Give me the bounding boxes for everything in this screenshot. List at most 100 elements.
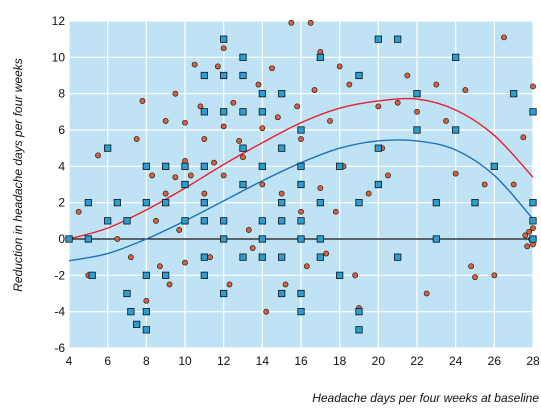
square-point bbox=[297, 235, 305, 243]
square-point bbox=[432, 199, 440, 207]
y-tick-label: 10 bbox=[52, 50, 66, 64]
square-point bbox=[355, 326, 363, 334]
square-point bbox=[181, 217, 189, 225]
circle-point bbox=[278, 190, 285, 197]
square-point bbox=[104, 217, 112, 225]
x-tick-label: 28 bbox=[526, 354, 540, 368]
x-tick-label: 8 bbox=[143, 354, 150, 368]
square-point bbox=[278, 144, 286, 152]
x-tick-label: 20 bbox=[372, 354, 386, 368]
circle-point bbox=[133, 136, 140, 142]
circle-point bbox=[423, 290, 430, 297]
circle-point bbox=[230, 99, 237, 106]
circle-point bbox=[269, 65, 275, 72]
circle-point bbox=[127, 254, 134, 261]
square-point bbox=[278, 217, 286, 225]
circle-point bbox=[220, 172, 227, 179]
circle-point bbox=[323, 250, 330, 257]
circle-point bbox=[162, 190, 169, 197]
square-point bbox=[220, 35, 228, 43]
circle-point bbox=[530, 241, 536, 248]
circle-point bbox=[375, 103, 382, 110]
square-point bbox=[113, 199, 121, 207]
circle-point bbox=[530, 225, 536, 231]
square-point bbox=[490, 162, 498, 170]
circle-point bbox=[211, 159, 217, 166]
circle-point bbox=[153, 217, 159, 224]
x-axis-title: Headache days per four weeks at baseline bbox=[312, 391, 539, 405]
circle-point bbox=[197, 103, 204, 110]
x-tick-label: 6 bbox=[104, 354, 111, 368]
red-fit-curve bbox=[68, 97, 534, 240]
circle-point bbox=[311, 87, 318, 93]
circle-point bbox=[95, 152, 101, 159]
square-point bbox=[355, 71, 363, 80]
circle-point bbox=[191, 61, 198, 68]
square-point bbox=[181, 180, 189, 189]
square-point bbox=[239, 144, 247, 152]
square-point bbox=[220, 71, 228, 80]
square-point bbox=[162, 271, 170, 279]
circle-point bbox=[282, 281, 289, 288]
square-point bbox=[413, 90, 421, 98]
circle-point bbox=[481, 181, 488, 188]
square-point bbox=[452, 126, 460, 134]
square-point bbox=[374, 35, 382, 43]
circle-point bbox=[317, 48, 324, 55]
circle-point bbox=[346, 81, 353, 88]
x-tick-label: 12 bbox=[217, 354, 231, 368]
square-point bbox=[316, 53, 324, 61]
square-point bbox=[142, 199, 150, 207]
square-point bbox=[316, 253, 324, 261]
circle-point bbox=[162, 118, 169, 124]
x-tick-label: 26 bbox=[488, 354, 502, 368]
y-tick-label: 8 bbox=[58, 87, 65, 101]
y-tick-label: -6 bbox=[54, 341, 65, 355]
square-point bbox=[162, 162, 170, 170]
circle-point bbox=[149, 172, 156, 179]
square-point bbox=[181, 162, 189, 170]
square-point bbox=[529, 217, 537, 225]
x-tick-label: 4 bbox=[66, 354, 73, 368]
circle-point bbox=[317, 185, 324, 192]
circle-point bbox=[468, 263, 475, 270]
square-point bbox=[220, 289, 228, 298]
circle-point bbox=[143, 297, 150, 304]
circle-point bbox=[207, 254, 214, 261]
circle-point bbox=[443, 118, 449, 124]
circle-point bbox=[303, 263, 310, 270]
circle-point bbox=[182, 157, 188, 164]
circle-point bbox=[462, 87, 469, 93]
circle-point bbox=[201, 136, 208, 142]
square-point bbox=[133, 320, 141, 328]
y-tick-label: 6 bbox=[58, 123, 65, 137]
fitted-curves bbox=[68, 97, 534, 262]
square-point bbox=[297, 180, 305, 189]
y-tick-label: -2 bbox=[54, 268, 65, 282]
square-point bbox=[297, 217, 305, 225]
circle-point bbox=[259, 125, 266, 132]
square-point bbox=[355, 308, 363, 316]
circle-point bbox=[288, 19, 295, 26]
y-tick-label: 2 bbox=[58, 196, 65, 210]
x-tick-label: 14 bbox=[256, 354, 270, 368]
square-point bbox=[239, 108, 247, 116]
circle-point bbox=[201, 190, 208, 197]
circle-point bbox=[245, 227, 252, 233]
circle-point bbox=[156, 263, 163, 270]
circle-point bbox=[491, 272, 498, 279]
circle-point bbox=[332, 208, 339, 215]
square-point bbox=[452, 53, 460, 61]
circle-point bbox=[236, 137, 243, 144]
square-point bbox=[200, 253, 208, 261]
circle-point bbox=[220, 45, 227, 52]
circle-point bbox=[433, 81, 440, 88]
square-point bbox=[84, 235, 92, 243]
circle-point bbox=[176, 227, 183, 233]
square-point bbox=[84, 199, 92, 207]
circle-point bbox=[404, 72, 411, 79]
circle-point bbox=[187, 172, 194, 179]
circle-point bbox=[365, 190, 372, 197]
square-point bbox=[413, 126, 421, 134]
square-point bbox=[123, 289, 131, 298]
